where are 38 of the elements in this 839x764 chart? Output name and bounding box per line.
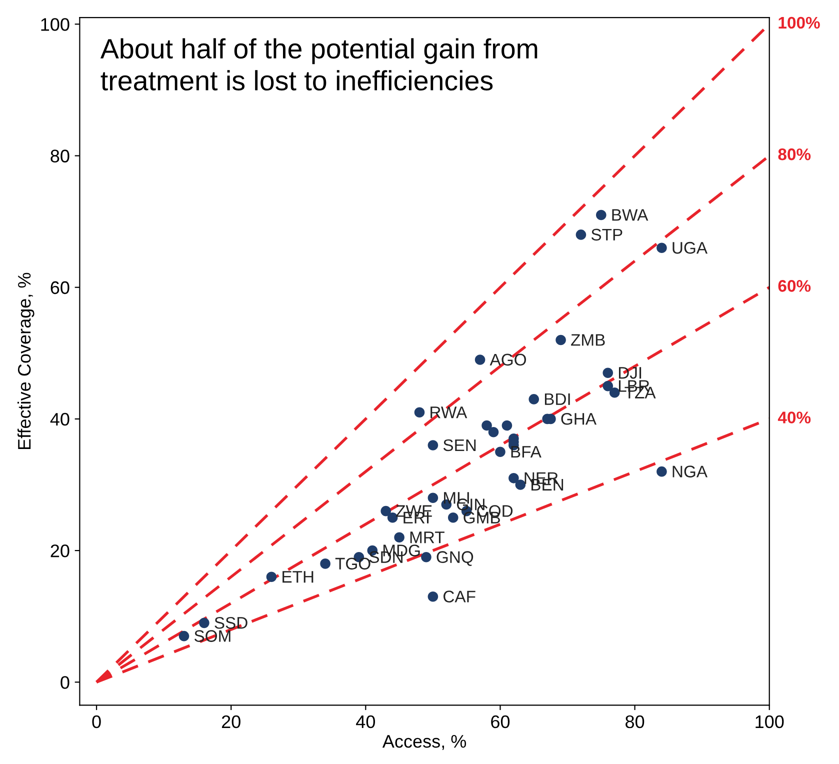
y-tick-label: 100 [41,18,70,31]
series-label: 80% [778,148,811,160]
series-label: 100% [778,16,820,29]
data-label: RWA [430,406,468,418]
y-tick-label: 40 [50,412,70,426]
x-tick-label: 40 [356,715,375,728]
series-label: 60% [778,280,811,292]
data-label: BFA [511,446,542,458]
data-label: BDI [544,393,570,405]
data-label: GNQ [436,551,474,566]
data-label: STP [591,228,622,241]
data-label: TGO [335,558,370,570]
data-label: SEN [443,439,476,452]
y-tick-label: 0 [60,676,70,689]
data-label: NGA [672,466,708,478]
data-label: ETH [282,571,314,583]
x-tick-label: 60 [491,715,510,728]
data-label: CAF [444,590,476,602]
y-tick-label: 80 [50,150,70,162]
x-axis-title: Access, % [382,735,466,750]
series-label: 40% [778,412,811,424]
data-label: GHA [561,413,596,425]
x-tick-label: 80 [626,715,644,728]
data-label: AGO [490,354,526,366]
y-axis-title: Effective Coverage, % [17,272,34,450]
data-label: SOM [194,630,230,642]
data-label: BWA [612,209,648,221]
y-tick-label: 20 [50,544,70,558]
y-tick-label: 60 [50,281,70,294]
data-label: MRT [410,532,444,544]
x-tick-label: 0 [92,715,101,728]
data-label: ZMB [571,334,605,346]
x-tick-label: 100 [756,715,784,728]
data-label: DJI [618,367,642,379]
annotation: About half of the potential gain from treatment is lost to inefficiencies [100,38,538,91]
data-label: SSD [214,616,248,629]
data-label: UGA [672,242,708,254]
x-tick-label: 20 [222,715,240,728]
